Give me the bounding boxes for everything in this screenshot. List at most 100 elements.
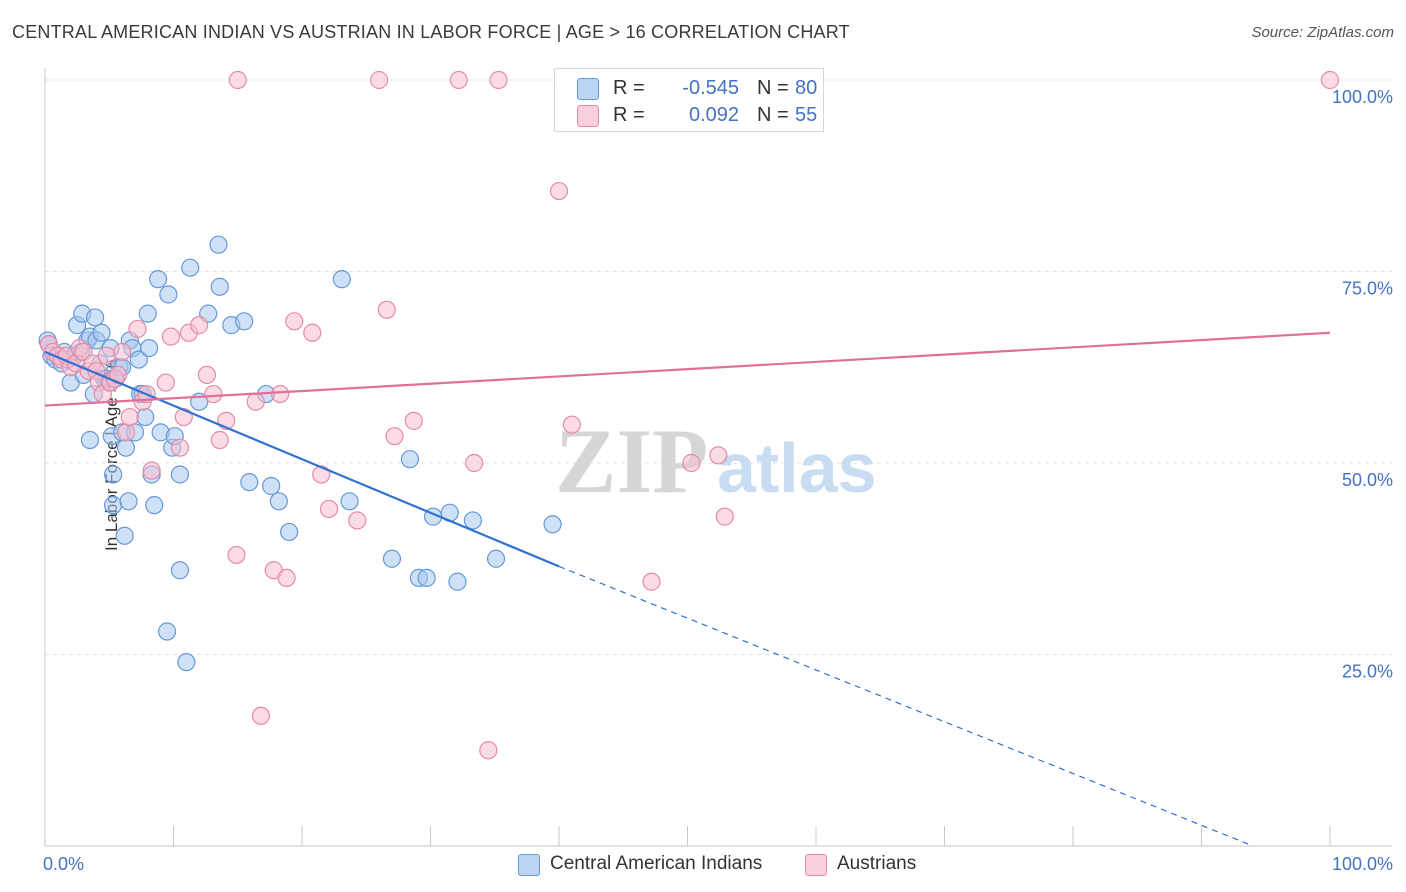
watermark-atlas: atlas: [717, 429, 877, 507]
point-central-american-indians: [148, 270, 168, 289]
point-central-american-indians: [181, 258, 200, 277]
trendline-central-american-indians: [44, 350, 560, 568]
point-central-american-indians: [269, 492, 288, 511]
point-austrians: [479, 741, 498, 760]
point-austrians: [642, 572, 661, 591]
point-central-american-indians: [463, 511, 483, 530]
legend-n-value: 55: [795, 104, 818, 126]
point-austrians: [156, 373, 175, 392]
y-tick-label: 25.0%: [1342, 662, 1393, 682]
point-central-american-indians: [139, 339, 159, 358]
point-central-american-indians: [170, 465, 190, 484]
point-central-american-indians: [145, 496, 164, 515]
legend-n-value: 80: [795, 77, 818, 99]
point-austrians: [97, 346, 116, 365]
correlation-legend: R = -0.545 N = 80 R = 0.092 N = 55: [554, 68, 824, 132]
point-austrians: [277, 568, 296, 588]
point-central-american-indians: [340, 492, 359, 511]
point-austrians: [227, 545, 246, 565]
series-swatch-austrians: [805, 854, 827, 876]
point-austrians: [489, 70, 508, 90]
trendline-central-american-indians-extension: [558, 565, 1254, 847]
point-austrians: [303, 323, 322, 342]
trendline-austrians: [44, 331, 1331, 407]
point-central-american-indians: [157, 622, 177, 641]
point-austrians: [161, 327, 181, 346]
point-central-american-indians: [332, 270, 351, 289]
point-austrians: [197, 365, 217, 385]
legend-swatch-central-american-indians: [577, 78, 599, 100]
point-austrians: [271, 384, 290, 404]
series-legend: Central American Indians Austrians: [0, 852, 1406, 878]
point-austrians: [204, 384, 223, 404]
point-central-american-indians: [210, 277, 229, 296]
series-swatch-central-american-indians: [518, 854, 540, 876]
chart-source: Source: ZipAtlas.com: [1251, 24, 1394, 41]
point-austrians: [377, 300, 396, 319]
point-austrians: [285, 312, 304, 331]
point-central-american-indians: [104, 496, 123, 515]
point-central-american-indians: [92, 323, 111, 342]
legend-r-label: R =: [613, 77, 645, 99]
point-central-american-indians: [382, 549, 402, 568]
point-austrians: [312, 465, 331, 484]
legend-n-label: N =: [757, 77, 789, 99]
legend-r-value: -0.545: [682, 77, 739, 99]
legend-n-label: N =: [757, 104, 789, 126]
point-central-american-indians: [177, 653, 196, 672]
point-central-american-indians: [115, 526, 134, 545]
point-central-american-indians: [262, 476, 281, 496]
point-central-american-indians: [235, 312, 254, 331]
point-austrians: [370, 70, 389, 90]
point-central-american-indians: [116, 438, 136, 457]
point-central-american-indians: [240, 473, 259, 492]
point-austrians: [228, 70, 247, 90]
point-central-american-indians: [119, 492, 138, 511]
x-tick-label: 0.0%: [43, 854, 84, 874]
point-austrians: [449, 70, 468, 90]
point-austrians: [190, 316, 209, 335]
y-tick-label: 75.0%: [1342, 279, 1393, 299]
point-central-american-indians: [138, 304, 157, 323]
point-austrians: [170, 438, 190, 457]
point-central-american-indians: [417, 568, 436, 588]
series-name: Central American Indians: [550, 853, 763, 874]
point-austrians: [319, 499, 339, 519]
point-austrians: [112, 342, 132, 362]
point-austrians: [120, 407, 139, 427]
point-central-american-indians: [280, 522, 299, 542]
point-austrians: [116, 423, 136, 442]
series-name: Austrians: [837, 853, 917, 874]
point-austrians: [385, 427, 404, 446]
point-austrians: [404, 411, 423, 430]
legend-swatch-austrians: [577, 105, 599, 127]
point-austrians: [1320, 70, 1340, 90]
point-austrians: [174, 407, 193, 427]
point-central-american-indians: [448, 572, 467, 591]
point-central-american-indians: [136, 407, 155, 427]
y-tick-label: 50.0%: [1342, 470, 1393, 490]
point-austrians: [682, 453, 701, 473]
point-austrians: [251, 706, 270, 725]
point-austrians: [709, 446, 728, 465]
point-central-american-indians: [486, 549, 506, 568]
point-austrians: [128, 319, 147, 339]
point-austrians: [246, 392, 265, 411]
legend-r-value: 0.092: [688, 104, 739, 126]
point-austrians: [142, 461, 161, 480]
x-tick-label: 100.0%: [1332, 854, 1393, 874]
point-central-american-indians: [86, 308, 105, 327]
point-central-american-indians: [104, 465, 123, 484]
point-central-american-indians: [80, 430, 100, 450]
point-central-american-indians: [159, 285, 178, 304]
point-austrians: [210, 430, 229, 450]
point-central-american-indians: [209, 235, 228, 254]
point-austrians: [465, 453, 484, 473]
point-central-american-indians: [400, 450, 420, 469]
legend-r-label: R =: [613, 104, 645, 126]
point-central-american-indians: [129, 350, 148, 369]
chart-title: CENTRAL AMERICAN INDIAN VS AUSTRIAN IN L…: [12, 22, 850, 42]
point-austrians: [562, 415, 581, 434]
point-central-american-indians: [170, 561, 190, 580]
